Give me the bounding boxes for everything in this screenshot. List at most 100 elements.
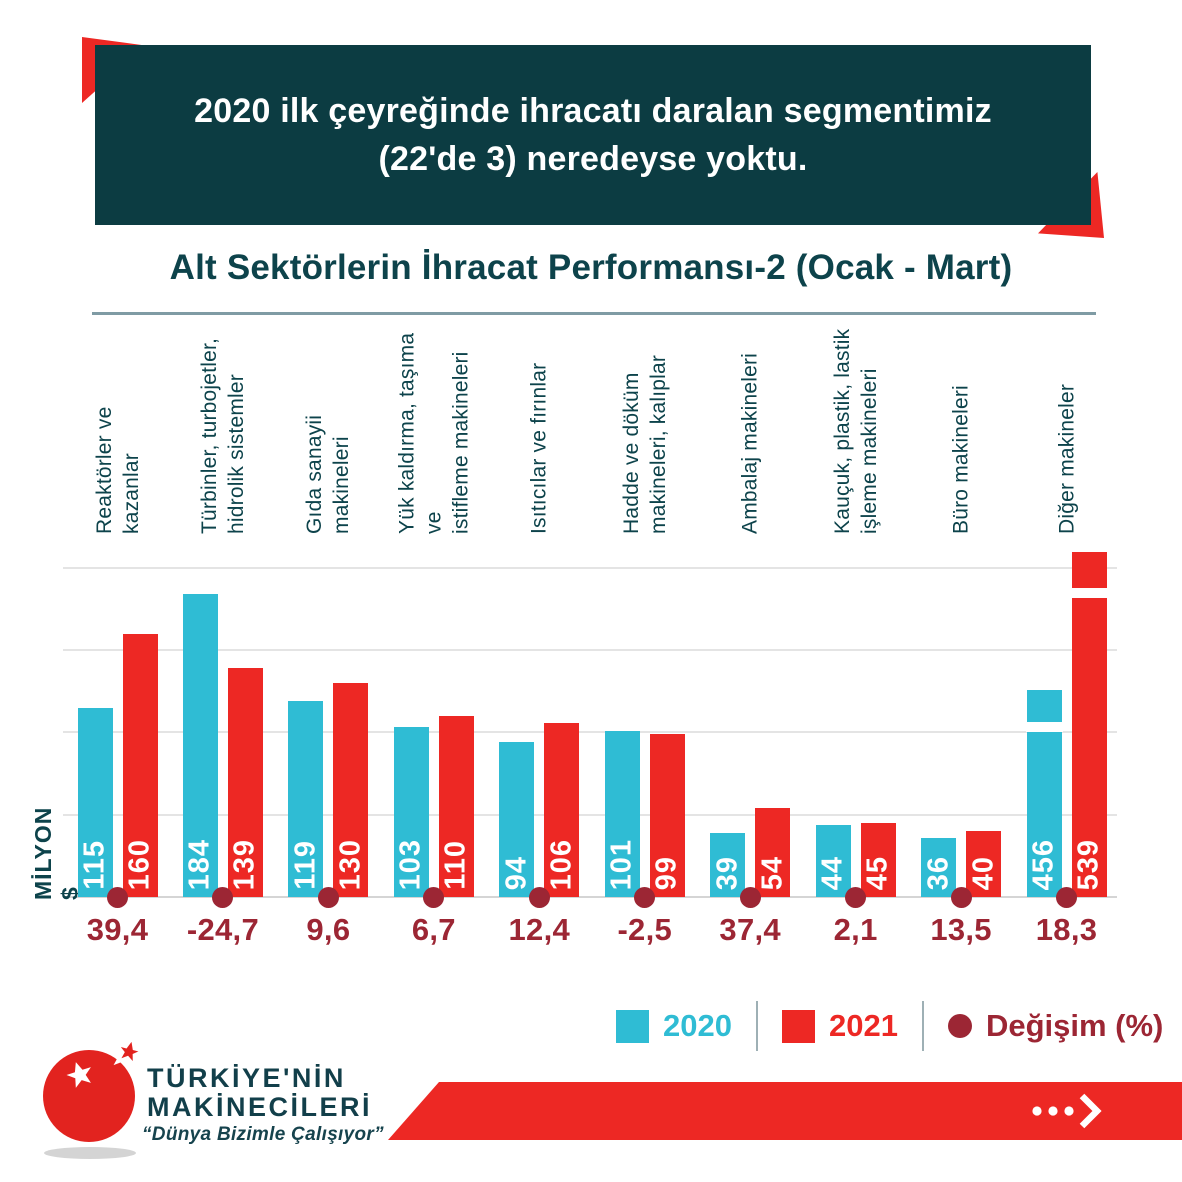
bar-2021: 539 <box>1070 552 1108 897</box>
gridline-50 <box>63 814 1117 816</box>
change-dot <box>212 886 234 908</box>
bar-2021: 139 <box>227 668 263 897</box>
bar-2021: 40 <box>966 831 1002 897</box>
bar-2021: 99 <box>649 734 685 897</box>
bar-value-label: 103 <box>394 838 427 890</box>
change-value-label: 18,3 <box>1035 912 1098 947</box>
category-axis-topline <box>92 312 1096 315</box>
change-value-label: 6,7 <box>411 912 456 947</box>
gridline-200 <box>63 567 1117 569</box>
bar-value-label: 106 <box>545 838 578 890</box>
category-label: Reaktörler ve kazanlar <box>92 406 143 534</box>
change-dot <box>528 886 550 908</box>
category-label: Türbinler, turbojetler, hidrolik sisteml… <box>197 337 248 534</box>
change-value-label: 2,1 <box>833 912 878 947</box>
logo-white-star-icon <box>66 1062 91 1088</box>
brand-slogan: “Dünya Bizimle Çalışıyor” <box>142 1124 384 1145</box>
bar-value-label: 456 <box>1027 838 1060 890</box>
bar-value-label: 45 <box>861 855 894 890</box>
bar-2021: 130 <box>333 683 369 897</box>
gridline-150 <box>63 649 1117 651</box>
bar-value-label: 110 <box>439 840 472 890</box>
change-dot <box>317 886 339 908</box>
change-dot <box>107 886 128 908</box>
chart-title: Alt Sektörlerin İhracat Performansı-2 (O… <box>169 248 1013 287</box>
legend-divider <box>921 1001 924 1051</box>
bar-value-label: 539 <box>1072 838 1105 890</box>
legend-swatch-2021 <box>781 1009 815 1043</box>
legend-change-dot-icon <box>947 1014 972 1038</box>
bar-value-label: 160 <box>123 838 156 890</box>
bar-2020: 101 <box>604 731 640 897</box>
change-value-label: 12,4 <box>508 912 571 947</box>
legend-swatch-2020 <box>616 1009 649 1043</box>
bar-2020: 456 <box>1025 690 1063 897</box>
bar-value-label: 54 <box>756 855 789 890</box>
change-value-label: 39,4 <box>86 912 149 947</box>
change-dot <box>1056 886 1078 908</box>
change-dot <box>739 886 761 908</box>
logo-red-star-icon <box>111 1034 149 1071</box>
legend-divider <box>755 1001 758 1051</box>
bar-value-label: 139 <box>228 838 261 890</box>
brand-name-line1: TÜRKİYE'NİN <box>147 1063 346 1093</box>
bar-2021: 160 <box>122 634 158 897</box>
category-label: Gıda sanayii makineleri <box>303 414 354 534</box>
bar-2020: 44 <box>815 825 851 897</box>
change-value-label: -2,5 <box>617 912 673 947</box>
category-label: Büro makineleri <box>949 385 973 534</box>
header-title-line1: 2020 ilk çeyreğinde ihracatı daralan seg… <box>194 92 992 130</box>
bar-value-label: 101 <box>605 838 638 890</box>
bar-2021: 54 <box>755 808 791 897</box>
change-value-label: 37,4 <box>719 912 781 947</box>
legend-label-2021: 2021 <box>828 1008 898 1043</box>
footer-red-banner <box>388 1082 1182 1140</box>
bar-value-label: 44 <box>816 855 849 890</box>
category-label: Hadde ve döküm makineleri, kalıplar <box>619 354 670 534</box>
brand-logo <box>43 1034 149 1159</box>
category-label: Ambalaj makineleri <box>738 352 762 534</box>
bar-2020: 94 <box>499 742 535 897</box>
change-value-label: 9,6 <box>306 912 351 947</box>
legend-label-change: Değişim (%) <box>985 1008 1164 1043</box>
bar-2020: 39 <box>710 833 746 897</box>
category-label: Yük kaldırma, taşıma ve istifleme makine… <box>395 332 473 534</box>
bar-2020: 119 <box>288 701 324 897</box>
bar-value-label: 130 <box>334 838 367 890</box>
bar-2020: 184 <box>182 594 218 897</box>
bar-value-label: 39 <box>711 855 744 890</box>
legend-item-2021: 2021 <box>781 1008 898 1044</box>
y-axis-label: MİLYON $ <box>30 806 83 900</box>
category-label: Kauçuk, plastik, lastik işleme makineler… <box>830 328 881 534</box>
bar-2021: 45 <box>860 823 896 897</box>
header-title-line2: (22'de 3) neredeyse yoktu. <box>378 140 808 178</box>
logo-shadow <box>44 1147 136 1159</box>
axis-break-gap <box>1070 588 1108 598</box>
bar-value-label: 115 <box>78 840 111 890</box>
legend-item-2020: 2020 <box>616 1008 732 1044</box>
bar-2021: 106 <box>544 723 580 897</box>
bar-2020: 103 <box>393 727 429 897</box>
change-dot <box>845 886 867 908</box>
category-label: Diğer makineler <box>1055 383 1079 534</box>
axis-break-gap <box>1025 722 1063 732</box>
bar-2020: 115 <box>77 708 113 897</box>
gridline-100 <box>63 731 1117 733</box>
change-dot <box>423 886 445 908</box>
x-axis-baseline <box>63 896 1117 898</box>
bar-2020: 36 <box>921 838 957 897</box>
bar-2021: 110 <box>438 716 474 897</box>
change-dot <box>634 886 656 908</box>
bar-value-label: 94 <box>500 855 533 890</box>
chart-legend: 2020 2021 Değişim (%) <box>616 1000 1163 1052</box>
bar-value-label: 119 <box>289 840 322 890</box>
legend-item-change: Değişim (%) <box>947 1008 1164 1044</box>
next-arrow-icon[interactable] <box>1032 1093 1104 1129</box>
category-label: Isıtıcılar ve fırınlar <box>527 362 551 534</box>
change-value-label: 13,5 <box>930 912 992 947</box>
brand-name-line2: MAKİNECİLERİ <box>147 1092 372 1122</box>
header-banner: 2020 ilk çeyreğinde ihracatı daralan seg… <box>95 45 1091 225</box>
legend-label-2020: 2020 <box>663 1008 732 1043</box>
bar-value-label: 40 <box>967 855 1000 890</box>
